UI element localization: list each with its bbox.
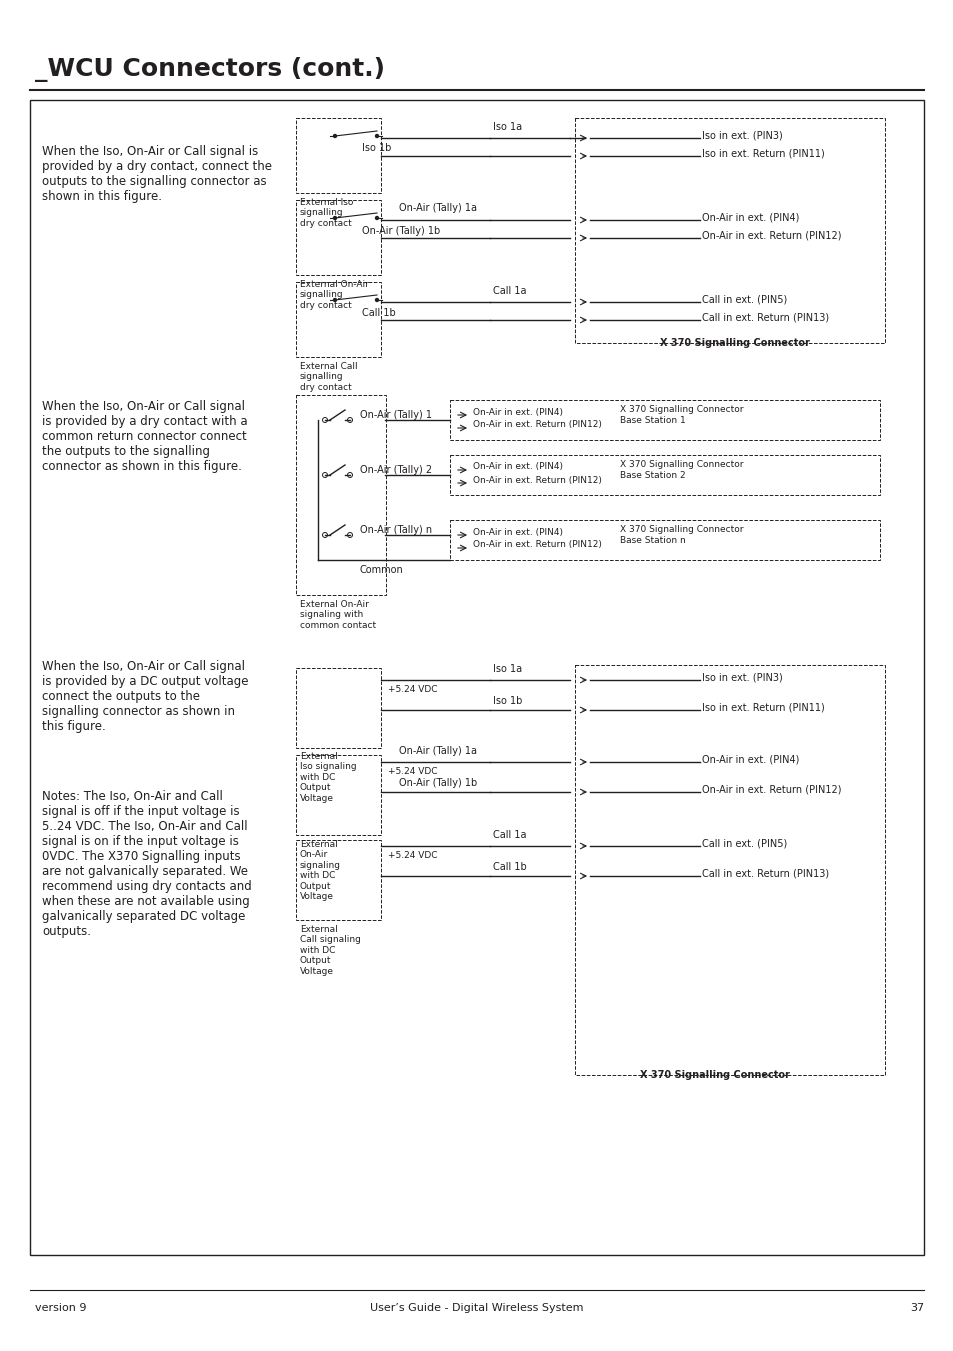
- Text: 37: 37: [909, 1302, 923, 1313]
- Text: Iso in ext. Return (PIN11): Iso in ext. Return (PIN11): [701, 703, 824, 712]
- Text: Call in ext. Return (PIN13): Call in ext. Return (PIN13): [701, 867, 828, 878]
- Bar: [295, 840, 380, 920]
- Circle shape: [375, 299, 378, 301]
- Text: Iso 1b: Iso 1b: [493, 696, 522, 707]
- Text: When the Iso, On-Air or Call signal
is provided by a DC output voltage
connect t: When the Iso, On-Air or Call signal is p…: [42, 661, 248, 734]
- Text: Iso in ext. (PIN3): Iso in ext. (PIN3): [701, 130, 781, 141]
- Text: On-Air in ext. Return (PIN12): On-Air in ext. Return (PIN12): [701, 230, 841, 240]
- Text: Call in ext. Return (PIN13): Call in ext. Return (PIN13): [701, 312, 828, 322]
- Text: X 370 Signalling Connector: X 370 Signalling Connector: [619, 526, 742, 534]
- Text: Iso in ext. Return (PIN11): Iso in ext. Return (PIN11): [701, 149, 824, 158]
- Text: X 370 Signalling Connector: X 370 Signalling Connector: [659, 338, 809, 349]
- Text: X 370 Signalling Connector: X 370 Signalling Connector: [619, 405, 742, 413]
- Text: When the Iso, On-Air or Call signal
is provided by a dry contact with a
common r: When the Iso, On-Air or Call signal is p…: [42, 400, 248, 473]
- Text: On-Air in ext. (PIN4): On-Air in ext. (PIN4): [701, 212, 799, 222]
- Text: Call 1b: Call 1b: [493, 862, 526, 871]
- Text: Call in ext. (PIN5): Call in ext. (PIN5): [701, 838, 786, 848]
- Text: User’s Guide - Digital Wireless System: User’s Guide - Digital Wireless System: [370, 1302, 583, 1313]
- Text: On-Air in ext. (PIN4): On-Air in ext. (PIN4): [473, 462, 562, 471]
- Text: On-Air (Tally) 2: On-Air (Tally) 2: [359, 465, 432, 476]
- Text: On-Air in ext. (PIN4): On-Air in ext. (PIN4): [473, 527, 562, 536]
- Bar: [295, 200, 380, 276]
- Text: On-Air (Tally) 1b: On-Air (Tally) 1b: [398, 778, 476, 788]
- Circle shape: [375, 216, 378, 219]
- Text: External Iso
signalling
dry contact: External Iso signalling dry contact: [299, 199, 353, 228]
- Bar: [450, 455, 879, 494]
- Text: External
Iso signaling
with DC
Output
Voltage: External Iso signaling with DC Output Vo…: [299, 753, 356, 802]
- Bar: [575, 118, 884, 343]
- Bar: [295, 667, 380, 748]
- Text: External On-Air
signaling with
common contact: External On-Air signaling with common co…: [299, 600, 375, 630]
- Text: Base Station n: Base Station n: [619, 536, 685, 544]
- Text: External
Call signaling
with DC
Output
Voltage: External Call signaling with DC Output V…: [299, 925, 360, 975]
- Text: Call 1a: Call 1a: [493, 286, 526, 296]
- Bar: [295, 282, 380, 357]
- Circle shape: [334, 299, 336, 301]
- Text: When the Iso, On-Air or Call signal is
provided by a dry contact, connect the
ou: When the Iso, On-Air or Call signal is p…: [42, 145, 272, 203]
- Bar: [295, 755, 380, 835]
- Text: On-Air in ext. (PIN4): On-Air in ext. (PIN4): [701, 754, 799, 765]
- Text: version 9: version 9: [35, 1302, 87, 1313]
- Text: On-Air (Tally) 1b: On-Air (Tally) 1b: [361, 226, 439, 236]
- Text: Iso 1a: Iso 1a: [493, 663, 521, 674]
- Text: Notes: The Iso, On-Air and Call
signal is off if the input voltage is
5..24 VDC.: Notes: The Iso, On-Air and Call signal i…: [42, 790, 252, 938]
- Text: +5.24 VDC: +5.24 VDC: [388, 851, 437, 861]
- Bar: [30, 100, 923, 1255]
- Text: +5.24 VDC: +5.24 VDC: [388, 685, 437, 694]
- Text: Call in ext. (PIN5): Call in ext. (PIN5): [701, 295, 786, 304]
- Text: Iso 1b: Iso 1b: [361, 143, 391, 153]
- Bar: [450, 400, 879, 440]
- Text: On-Air in ext. Return (PIN12): On-Air in ext. Return (PIN12): [473, 476, 601, 485]
- Text: On-Air in ext. Return (PIN12): On-Air in ext. Return (PIN12): [473, 420, 601, 430]
- Bar: [295, 118, 380, 193]
- Text: On-Air (Tally) 1a: On-Air (Tally) 1a: [398, 203, 476, 213]
- Text: On-Air in ext. Return (PIN12): On-Air in ext. Return (PIN12): [701, 784, 841, 794]
- Text: On-Air (Tally) 1: On-Air (Tally) 1: [359, 409, 432, 420]
- Text: External
On-Air
signaling
with DC
Output
Voltage: External On-Air signaling with DC Output…: [299, 840, 340, 901]
- Text: Common: Common: [359, 565, 403, 576]
- Text: On-Air in ext. Return (PIN12): On-Air in ext. Return (PIN12): [473, 540, 601, 550]
- Text: On-Air (Tally) n: On-Air (Tally) n: [359, 526, 432, 535]
- Text: Iso in ext. (PIN3): Iso in ext. (PIN3): [701, 671, 781, 682]
- Bar: [575, 665, 884, 1075]
- Text: On-Air (Tally) 1a: On-Air (Tally) 1a: [398, 746, 476, 757]
- Text: X 370 Signalling Connector: X 370 Signalling Connector: [619, 459, 742, 469]
- Circle shape: [375, 135, 378, 138]
- Text: External Call
signalling
dry contact: External Call signalling dry contact: [299, 362, 357, 392]
- Text: _WCU Connectors (cont.): _WCU Connectors (cont.): [35, 57, 385, 82]
- Text: X 370 Signalling Connector: X 370 Signalling Connector: [639, 1070, 789, 1079]
- Bar: [295, 394, 386, 594]
- Text: Call 1a: Call 1a: [493, 830, 526, 840]
- Bar: [450, 520, 879, 561]
- Text: Call 1b: Call 1b: [361, 308, 395, 317]
- Text: +5.24 VDC: +5.24 VDC: [388, 767, 437, 777]
- Text: On-Air in ext. (PIN4): On-Air in ext. (PIN4): [473, 408, 562, 416]
- Text: External On-Air
signalling
dry contact: External On-Air signalling dry contact: [299, 280, 369, 309]
- Text: Iso 1a: Iso 1a: [493, 122, 521, 132]
- Circle shape: [334, 216, 336, 219]
- Text: Base Station 2: Base Station 2: [619, 471, 685, 480]
- Text: Base Station 1: Base Station 1: [619, 416, 685, 426]
- Circle shape: [334, 135, 336, 138]
